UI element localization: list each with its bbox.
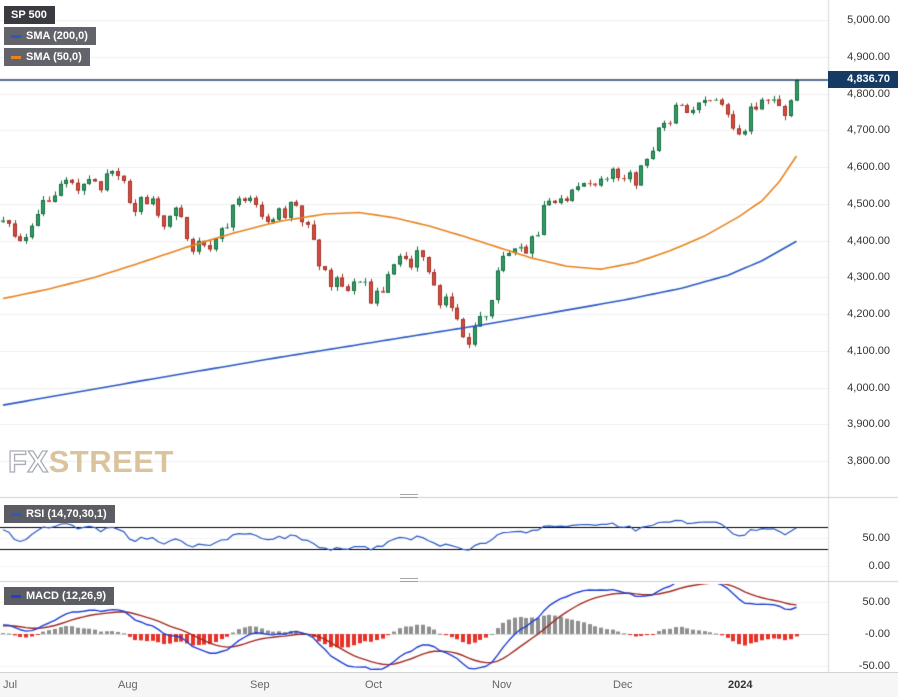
month-label: Oct xyxy=(365,679,383,691)
rsi-label: RSI (14,70,30,1) xyxy=(26,508,107,520)
price-tick: 4,500.00 xyxy=(847,198,890,210)
macd-tick: -50.00 xyxy=(858,660,890,672)
time-axis[interactable]: Jul Aug Sep Oct Nov Dec 2024 xyxy=(0,672,898,697)
month-label: Sep xyxy=(250,679,270,691)
price-tick: 4,700.00 xyxy=(847,124,890,136)
price-tick: 5,000.00 xyxy=(847,14,890,26)
price-tick: 3,800.00 xyxy=(847,455,890,467)
sma200-label: SMA (200,0) xyxy=(26,30,88,42)
price-tick: 4,600.00 xyxy=(847,161,890,173)
macd-tick: 50.00 xyxy=(862,596,890,608)
price-tick: 4,200.00 xyxy=(847,308,890,320)
rsi-tick: 0.00 xyxy=(868,560,890,572)
macd-badge[interactable]: MACD (12,26,9) xyxy=(4,587,115,605)
price-tick: 4,900.00 xyxy=(847,51,890,63)
price-tick: 4,100.00 xyxy=(847,345,890,357)
watermark-fx: FX xyxy=(7,443,49,479)
rsi-tick: 50.00 xyxy=(862,532,890,544)
sma50-badge[interactable]: SMA (50,0) xyxy=(4,48,90,66)
watermark-street: STREET xyxy=(48,444,174,479)
price-tick: 4,000.00 xyxy=(847,382,890,394)
legend: SP 500 SMA (200,0) SMA (50,0) xyxy=(4,6,96,69)
price-tick: 3,900.00 xyxy=(847,418,890,430)
month-label: Nov xyxy=(492,679,512,691)
last-price-badge: 4,836.70 xyxy=(828,71,898,88)
rsi-badge[interactable]: RSI (14,70,30,1) xyxy=(4,505,115,523)
sma50-color-dash xyxy=(11,55,21,59)
macd-label: MACD (12,26,9) xyxy=(26,590,107,602)
symbol-label: SP 500 xyxy=(11,9,47,21)
panel-resize-handle-rsi[interactable] xyxy=(400,492,418,500)
macd-color-dash xyxy=(11,594,21,598)
rsi-color-dash xyxy=(11,512,21,516)
price-tick: 4,400.00 xyxy=(847,235,890,247)
price-tick: 4,300.00 xyxy=(847,271,890,283)
fxstreet-watermark: FXSTREET xyxy=(7,443,174,480)
month-label: Dec xyxy=(613,679,633,691)
sma50-label: SMA (50,0) xyxy=(26,51,82,63)
panel-resize-handle-macd[interactable] xyxy=(400,576,418,584)
month-label: Jul xyxy=(3,679,18,691)
symbol-badge[interactable]: SP 500 xyxy=(4,6,55,24)
sma200-badge[interactable]: SMA (200,0) xyxy=(4,27,96,45)
price-tick: 4,800.00 xyxy=(847,88,890,100)
month-label: Aug xyxy=(118,679,138,691)
macd-tick: -0.00 xyxy=(864,628,890,640)
month-label: 2024 xyxy=(728,679,753,691)
sma200-color-dash xyxy=(11,34,21,38)
